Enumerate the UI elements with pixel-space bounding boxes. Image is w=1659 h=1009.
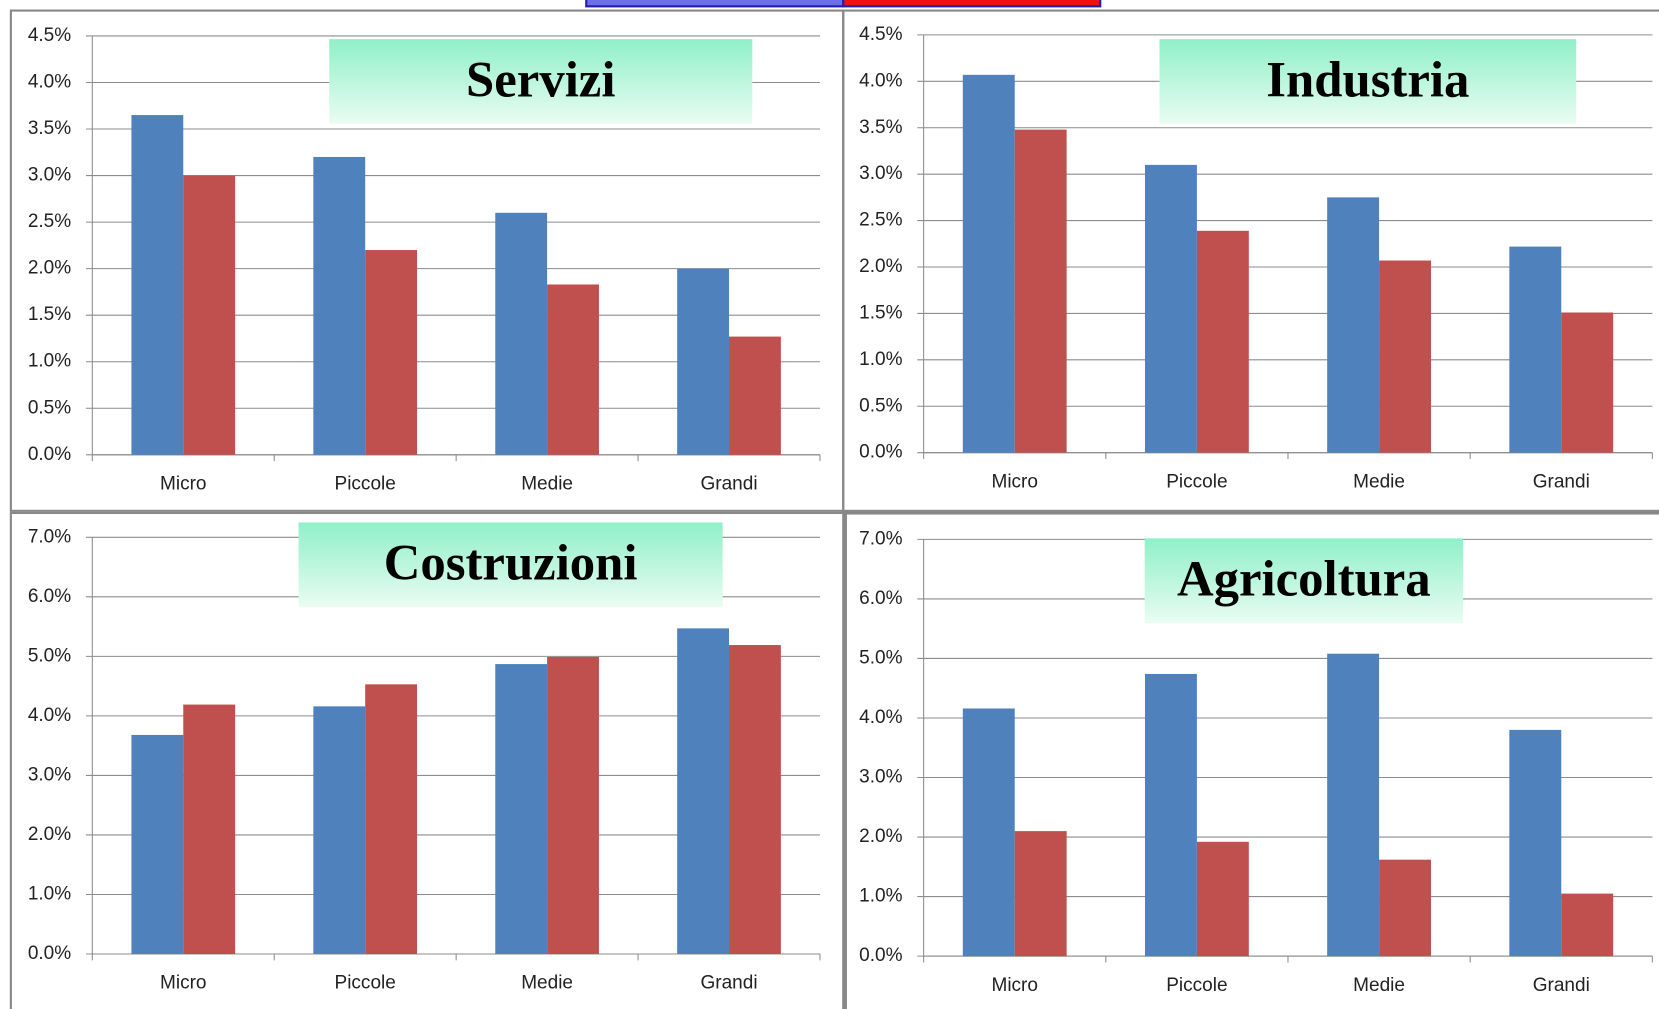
bar	[313, 156, 366, 455]
y-tick-label: 1.0%	[28, 351, 71, 372]
y-tick-label: 0.0%	[28, 444, 71, 465]
bar	[962, 708, 1015, 957]
y-tick-label: 2.0%	[28, 258, 71, 279]
y-tick-label: 5.0%	[859, 647, 902, 668]
y-tick-label: 4.0%	[859, 70, 902, 91]
panel-border	[842, 9, 1659, 512]
y-tick-label: 4.0%	[28, 72, 71, 93]
title-box	[329, 39, 753, 124]
y-tick-label: 3.5%	[859, 117, 902, 138]
y-tick-label: 3.0%	[859, 163, 902, 184]
bar	[1014, 129, 1067, 453]
bar	[1014, 831, 1067, 957]
bar	[365, 684, 418, 955]
chart-title: Costruzioni	[384, 535, 638, 591]
x-tick-label: Medie	[1353, 975, 1405, 996]
bar	[1144, 673, 1197, 957]
y-tick-label: 2.5%	[859, 210, 902, 231]
bar	[131, 734, 184, 955]
y-tick-label: 7.0%	[859, 528, 902, 549]
bar	[313, 706, 366, 955]
bar	[547, 284, 599, 455]
y-tick-label: 6.0%	[859, 588, 902, 609]
bar	[183, 175, 236, 455]
bar	[1509, 729, 1562, 957]
x-tick-label: Medie	[521, 973, 573, 994]
y-tick-label: 3.5%	[28, 118, 71, 139]
x-tick-label: Grandi	[700, 473, 757, 494]
x-tick-label: Micro	[991, 471, 1037, 492]
bar	[495, 212, 548, 455]
title-box	[1144, 538, 1464, 623]
title-box	[1159, 39, 1577, 124]
bar	[1327, 197, 1380, 453]
y-tick-label: 4.0%	[28, 705, 71, 726]
legend-fragment	[585, 0, 845, 8]
x-tick-label: Piccole	[335, 473, 396, 494]
y-tick-label: 0.5%	[859, 395, 902, 416]
x-tick-label: Medie	[521, 473, 573, 494]
y-tick-label: 2.0%	[859, 256, 902, 277]
bar	[677, 268, 730, 455]
x-tick-label: Piccole	[1166, 471, 1227, 492]
bar	[547, 656, 599, 955]
y-tick-label: 0.5%	[28, 397, 71, 418]
y-tick-label: 3.0%	[28, 165, 71, 186]
bar	[729, 336, 781, 455]
x-tick-label: Micro	[991, 975, 1037, 996]
chart-title: Servizi	[466, 51, 615, 107]
y-tick-label: 6.0%	[28, 586, 71, 607]
y-tick-label: 1.0%	[859, 886, 902, 907]
bar	[1327, 653, 1380, 957]
x-tick-label: Micro	[160, 473, 206, 494]
bar	[1379, 859, 1432, 957]
y-tick-label: 0.0%	[859, 945, 902, 966]
x-tick-label: Grandi	[1533, 471, 1590, 492]
x-tick-label: Grandi	[700, 973, 757, 994]
bar	[1144, 164, 1197, 453]
title-box	[298, 522, 723, 608]
x-tick-label: Micro	[160, 973, 206, 994]
panel-border	[9, 511, 845, 1009]
bar	[729, 645, 781, 955]
y-tick-label: 4.5%	[28, 25, 71, 46]
y-tick-label: 2.0%	[28, 824, 71, 845]
bar	[183, 704, 236, 955]
bar	[677, 628, 730, 955]
y-tick-label: 1.0%	[859, 349, 902, 370]
y-tick-label: 2.5%	[28, 211, 71, 232]
x-tick-label: Grandi	[1533, 975, 1590, 996]
y-tick-label: 1.5%	[859, 302, 902, 323]
legend-fragment	[842, 0, 1102, 8]
chart-title: Industria	[1266, 51, 1469, 107]
chart-title: Agricoltura	[1177, 550, 1431, 606]
y-tick-label: 4.0%	[859, 707, 902, 728]
bar	[1561, 893, 1614, 957]
bar	[1509, 246, 1562, 453]
y-tick-label: 0.0%	[859, 442, 902, 463]
bar	[131, 115, 184, 455]
panel-border	[843, 511, 1659, 1009]
x-tick-label: Piccole	[335, 973, 396, 994]
y-tick-label: 4.5%	[859, 24, 902, 45]
y-tick-label: 0.0%	[28, 943, 71, 964]
y-tick-label: 3.0%	[859, 767, 902, 788]
x-tick-label: Piccole	[1166, 975, 1227, 996]
bar	[1196, 230, 1249, 453]
bar	[1379, 260, 1432, 453]
bar	[1561, 312, 1614, 453]
bar	[365, 250, 418, 455]
y-tick-label: 7.0%	[28, 526, 71, 547]
x-tick-label: Medie	[1353, 471, 1405, 492]
bar	[495, 664, 548, 955]
bar	[1196, 841, 1249, 957]
y-tick-label: 5.0%	[28, 645, 71, 666]
y-tick-label: 1.0%	[28, 884, 71, 905]
y-tick-label: 1.5%	[28, 304, 71, 325]
bar	[962, 74, 1015, 453]
y-tick-label: 3.0%	[28, 764, 71, 785]
y-tick-label: 2.0%	[859, 826, 902, 847]
